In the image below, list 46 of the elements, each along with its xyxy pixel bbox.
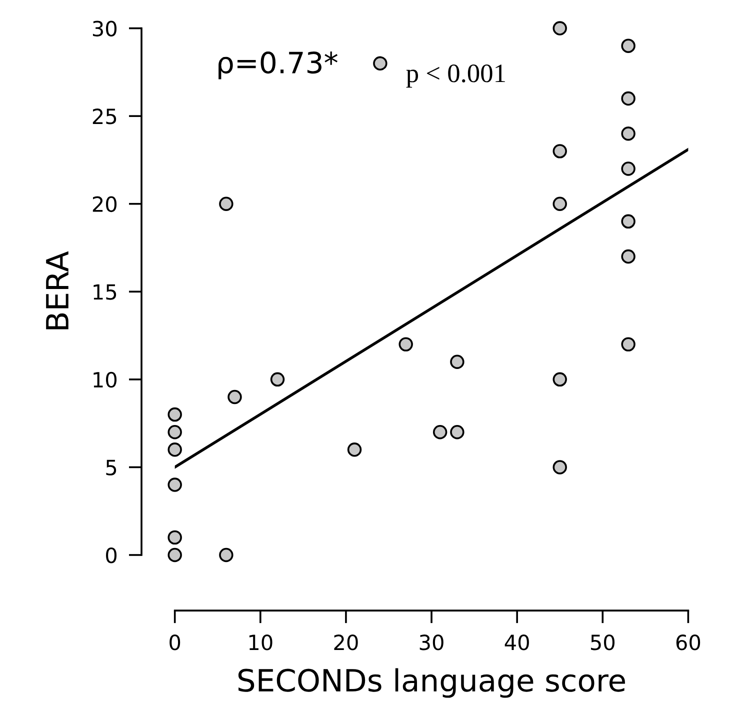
x-tick-label: 10: [249, 634, 272, 650]
x-axis-title: SECONDs language score: [238, 668, 625, 698]
point: [552, 460, 567, 474]
y-tick-label: 25: [92, 108, 116, 124]
point: [621, 162, 636, 176]
point: [552, 144, 567, 158]
point: [450, 354, 464, 369]
point: [219, 196, 234, 211]
point: [552, 196, 567, 211]
point: [432, 424, 448, 440]
x-tick-label: 50: [590, 634, 615, 650]
point: [450, 424, 464, 440]
point: [168, 530, 182, 545]
y-tick-label: 15: [94, 284, 116, 300]
annotation: p < 0.001: [406, 64, 505, 88]
y-tick-label: 10: [94, 372, 117, 388]
point: [373, 56, 388, 71]
point: [621, 91, 636, 106]
point: [621, 337, 636, 352]
y-tick-label: 0: [106, 547, 117, 564]
y-tick-label: 30: [92, 20, 117, 36]
point: [168, 478, 182, 492]
y-tick-label: 20: [92, 196, 117, 212]
point: [621, 249, 636, 264]
point: [621, 214, 636, 229]
y-tick-label: 5: [106, 460, 116, 476]
point: [398, 337, 413, 352]
point: [552, 372, 567, 387]
point: [219, 548, 234, 562]
x-tick-label: 60: [676, 634, 700, 650]
point: [347, 442, 362, 457]
x-tick-label: 40: [504, 634, 529, 650]
point: [621, 38, 636, 53]
y-axis-title: BERA: [46, 251, 68, 330]
point: [168, 407, 182, 422]
annotation: ρ=0.73*: [218, 52, 338, 80]
point: [168, 442, 182, 457]
point: [270, 372, 285, 387]
point: [168, 548, 182, 562]
point: [621, 126, 636, 141]
point: [228, 390, 242, 404]
point: [168, 424, 182, 440]
x-tick-label: 30: [420, 634, 444, 650]
point: [552, 21, 567, 36]
x-tick-label: 0: [170, 634, 180, 650]
x-tick-label: 20: [334, 634, 358, 650]
